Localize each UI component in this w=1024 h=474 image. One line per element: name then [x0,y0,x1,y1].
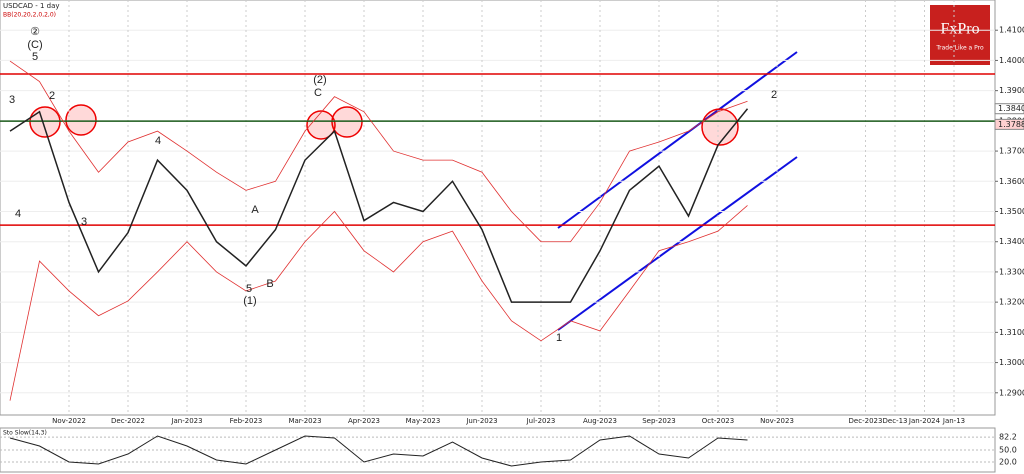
circles [29,104,739,146]
y-tick-label: 1.39000 [999,86,1024,95]
osc-tick-label: 50.0 [999,446,1017,455]
x-tick-label: May-2023 [406,417,441,425]
circle [29,106,61,138]
y-tick-label: 1.40000 [999,56,1024,65]
x-tick-label: Jun-2023 [465,417,497,425]
x-tick-label: Aug-2023 [583,417,617,425]
wave-label: B [266,278,273,290]
wave-label: C [314,87,322,99]
x-tick-label: Dec-2023 [849,417,883,425]
price-label-box [994,103,1024,115]
x-tick-label: Sep-2023 [642,417,676,425]
x-tick-label: Oct-2023 [702,417,734,425]
y-tick-label: 1.37000 [999,147,1024,156]
wave-label: 3 [81,216,87,228]
wave-label: (C) [27,39,42,51]
wave-label: 2 [49,90,55,102]
wave-label: (1) [243,295,256,307]
price-label-box [994,118,1024,130]
wave-label: 2 [771,89,777,101]
y-tick-label: 1.35000 [999,207,1024,216]
wave-label: 3 [9,94,15,106]
y-tick-label: 1.32000 [999,298,1024,307]
x-tick-label: Jan-13 [942,417,965,425]
logo-brand: FxPro [940,21,979,38]
y-tick-label: 1.34000 [999,237,1024,246]
x-tick-label: Feb-2023 [230,417,263,425]
x-tick-label: Nov-2022 [52,417,86,425]
osc-tick-label: 82.2 [999,433,1017,442]
circle [331,106,363,138]
osc-line [9,435,748,467]
x-tick-label: Dec-13 [883,417,908,425]
circle [306,110,336,140]
osc-tick-label: 20.0 [999,458,1017,467]
x-tick-label: Nov-2023 [760,417,794,425]
y-tick-label: 1.41000 [999,26,1024,35]
circle [701,108,739,146]
y-tick-label: 1.30000 [999,358,1024,367]
channel [557,51,798,331]
channel-line [557,51,798,229]
chart-subtitle: BB(20,20,2,0,2,0) [3,12,56,19]
x-tick-label: Dec-2022 [111,417,145,425]
price-label: 1.38402 [998,104,1024,113]
x-tick-label: Jul-2023 [526,417,556,425]
y-tick-label: 1.31000 [999,328,1024,337]
wave-label: A [251,204,259,216]
logo-box [930,5,990,65]
logo-tagline: Trade Like a Pro [935,45,984,52]
y-tick-label: 1.33000 [999,267,1024,276]
y-tick-label: 1.29000 [999,388,1024,397]
chart-title: USDCAD - 1 day [3,2,60,10]
wave-label: 5 [32,51,38,63]
wave-label: (2) [313,74,326,86]
x-tick-label: Apr-2023 [348,417,380,425]
oscillator-title: Sto Slow(14,3) [3,430,47,437]
wave-label: 4 [15,208,21,220]
x-tick-label: Jan-2023 [170,417,202,425]
y-tick-label: 1.36000 [999,177,1024,186]
wave-label: 4 [155,135,161,147]
wave-label: 5 [246,283,252,295]
series-line [9,108,749,303]
x-tick-label: Mar-2023 [288,417,321,425]
price-label: 1.37884 [998,120,1024,129]
x-tick-label: Jan-2024 [908,417,941,425]
plot-frame [0,0,996,416]
series-line [9,60,748,243]
channel-line [557,156,798,331]
series-line [9,205,748,401]
circle [65,104,97,136]
wave-label: 1 [556,332,562,344]
wave-label: ② [30,26,40,38]
